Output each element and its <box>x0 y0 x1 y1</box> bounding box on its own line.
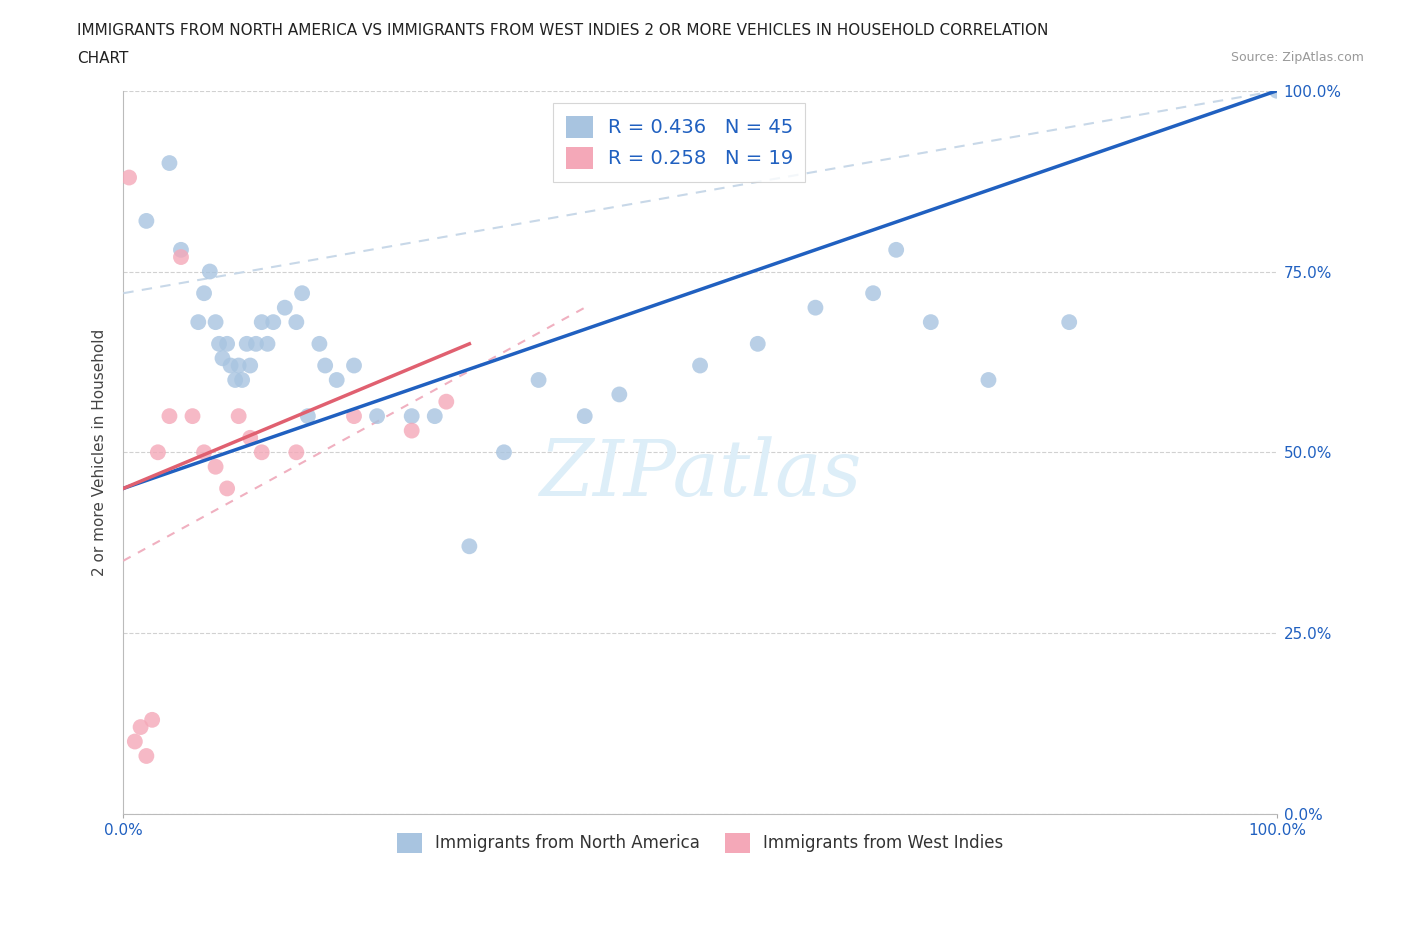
Point <box>689 358 711 373</box>
Point <box>308 337 330 352</box>
Point <box>250 314 273 329</box>
Point <box>492 445 515 459</box>
Point <box>124 734 146 749</box>
Point <box>159 155 181 170</box>
Point <box>219 358 242 373</box>
Point <box>366 408 388 423</box>
Point <box>343 358 366 373</box>
Point <box>423 408 446 423</box>
Point <box>159 408 181 423</box>
Point <box>239 358 262 373</box>
Point <box>217 337 239 352</box>
Point <box>231 373 253 388</box>
Point <box>245 337 267 352</box>
Point <box>262 314 284 329</box>
Point <box>181 408 204 423</box>
Point <box>250 445 273 459</box>
Point <box>1057 314 1080 329</box>
Point <box>458 538 481 553</box>
Text: IMMIGRANTS FROM NORTH AMERICA VS IMMIGRANTS FROM WEST INDIES 2 OR MORE VEHICLES : IMMIGRANTS FROM NORTH AMERICA VS IMMIGRA… <box>77 23 1049 38</box>
Point <box>314 358 336 373</box>
Point <box>574 408 596 423</box>
Point <box>607 387 630 402</box>
Point <box>256 337 278 352</box>
Point <box>1265 84 1288 99</box>
Point <box>208 337 231 352</box>
Point <box>217 481 239 496</box>
Point <box>297 408 319 423</box>
Point <box>804 300 827 315</box>
Point <box>204 314 226 329</box>
Point <box>325 373 347 388</box>
Point <box>135 214 157 229</box>
Point <box>527 373 550 388</box>
Point <box>170 243 193 258</box>
Point <box>239 431 262 445</box>
Point <box>211 351 233 365</box>
Point <box>141 712 163 727</box>
Point <box>434 394 457 409</box>
Point <box>235 337 257 352</box>
Point <box>228 358 250 373</box>
Point <box>285 314 308 329</box>
Point <box>401 408 423 423</box>
Point <box>204 459 226 474</box>
Point <box>193 286 215 300</box>
Point <box>285 445 308 459</box>
Text: ZIPatlas: ZIPatlas <box>538 436 862 512</box>
Point <box>291 286 314 300</box>
Point <box>170 249 193 264</box>
Point <box>977 373 1000 388</box>
Point <box>343 408 366 423</box>
Text: Source: ZipAtlas.com: Source: ZipAtlas.com <box>1230 51 1364 64</box>
Point <box>920 314 942 329</box>
Point <box>187 314 209 329</box>
Point <box>198 264 221 279</box>
Point <box>118 170 141 185</box>
Point <box>224 373 246 388</box>
Point <box>146 445 169 459</box>
Point <box>193 445 215 459</box>
Point <box>228 408 250 423</box>
Point <box>129 720 152 735</box>
Legend: Immigrants from North America, Immigrants from West Indies: Immigrants from North America, Immigrant… <box>389 826 1010 859</box>
Point <box>862 286 884 300</box>
Text: CHART: CHART <box>77 51 129 66</box>
Point <box>747 337 769 352</box>
Y-axis label: 2 or more Vehicles in Household: 2 or more Vehicles in Household <box>93 328 107 576</box>
Point <box>274 300 297 315</box>
Point <box>884 243 907 258</box>
Point <box>401 423 423 438</box>
Point <box>135 749 157 764</box>
